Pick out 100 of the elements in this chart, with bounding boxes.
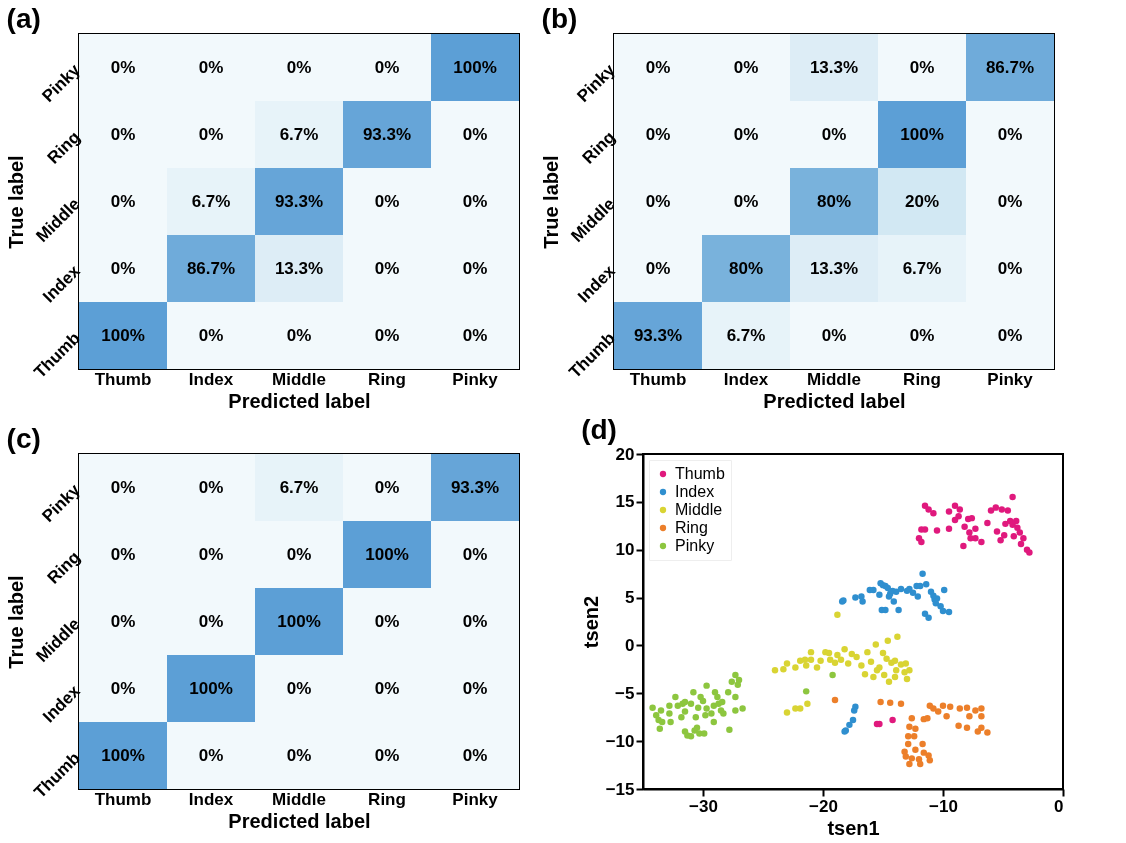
x-axis-title: Predicted label xyxy=(228,809,371,832)
x-tick-label: Index xyxy=(188,789,234,809)
y-tick-label: 0 xyxy=(625,635,635,655)
data-label: 20% xyxy=(904,191,940,211)
data-label: 100% xyxy=(189,678,233,698)
data-label: 0% xyxy=(997,258,1023,278)
data-label: 80% xyxy=(728,258,764,278)
chart-title: (c) xyxy=(6,423,41,454)
x-tick-label: Index xyxy=(188,369,234,389)
data-label: 0% xyxy=(110,477,136,497)
data-label: 0% xyxy=(374,258,400,278)
data-label: 0% xyxy=(374,678,400,698)
data-label: 0% xyxy=(733,124,759,144)
legend-label: Ring xyxy=(675,519,708,536)
data-label: 0% xyxy=(462,124,488,144)
data-label: 0% xyxy=(374,191,400,211)
legend-label: Thumb xyxy=(675,465,725,482)
y-tick-label: 5 xyxy=(625,588,635,608)
data-label: 100% xyxy=(101,745,145,765)
data-label: 0% xyxy=(462,325,488,345)
data-label: 0% xyxy=(374,325,400,345)
data-label: 6.7% xyxy=(902,258,942,278)
data-label: 0% xyxy=(821,124,847,144)
x-tick-label: 0 xyxy=(1054,796,1064,816)
x-tick-label: Middle xyxy=(272,369,326,389)
x-tick-label: −30 xyxy=(689,796,718,816)
y-tick-label: 20 xyxy=(615,444,635,464)
data-label: 0% xyxy=(198,124,224,144)
data-label: 86.7% xyxy=(985,57,1035,77)
data-label: 0% xyxy=(110,678,136,698)
data-label: 6.7% xyxy=(279,124,319,144)
data-label: 0% xyxy=(198,477,224,497)
data-label: 0% xyxy=(110,57,136,77)
y-tick-label: −10 xyxy=(605,731,635,751)
x-tick-label: Ring xyxy=(368,789,406,809)
x-tick-label: −20 xyxy=(809,796,838,816)
data-label: 0% xyxy=(909,57,935,77)
data-label: 0% xyxy=(645,124,671,144)
data-label: 100% xyxy=(900,124,944,144)
x-tick-label: Pinky xyxy=(452,369,499,389)
data-label: 0% xyxy=(110,258,136,278)
x-tick-label: Thumb xyxy=(94,369,152,389)
data-label: 13.3% xyxy=(809,57,859,77)
data-label: 0% xyxy=(733,57,759,77)
chart-title: (b) xyxy=(541,3,578,34)
data-label: 0% xyxy=(286,325,312,345)
data-label: 0% xyxy=(286,678,312,698)
x-tick-label: Thumb xyxy=(94,789,152,809)
data-label: 0% xyxy=(733,191,759,211)
data-label: 0% xyxy=(286,544,312,564)
data-label: 0% xyxy=(997,124,1023,144)
data-label: 0% xyxy=(374,611,400,631)
data-label: 6.7% xyxy=(279,477,319,497)
data-label: 80% xyxy=(816,191,852,211)
y-axis-title: True label xyxy=(5,155,28,249)
data-label: 13.3% xyxy=(274,258,324,278)
data-label: 100% xyxy=(277,611,321,631)
chart-title: (a) xyxy=(6,3,41,34)
x-tick-label: Index xyxy=(723,369,769,389)
data-label: 93.3% xyxy=(633,325,683,345)
y-tick-label: 10 xyxy=(615,540,635,560)
data-label: 0% xyxy=(374,745,400,765)
data-label: 100% xyxy=(365,544,409,564)
data-label: 0% xyxy=(374,57,400,77)
x-axis-title: Predicted label xyxy=(228,389,371,412)
data-label: 0% xyxy=(286,745,312,765)
data-label: 0% xyxy=(997,325,1023,345)
data-label: 86.7% xyxy=(186,258,236,278)
y-tick-label: −5 xyxy=(615,683,635,703)
data-label: 0% xyxy=(462,544,488,564)
data-label: 0% xyxy=(462,258,488,278)
data-label: 93.3% xyxy=(362,124,412,144)
y-tick-label: −15 xyxy=(605,779,635,799)
data-label: 0% xyxy=(645,57,671,77)
data-label: 0% xyxy=(286,57,312,77)
x-tick-label: Middle xyxy=(807,369,861,389)
legend-label: Pinky xyxy=(675,537,715,554)
data-label: 0% xyxy=(198,611,224,631)
data-label: 0% xyxy=(909,325,935,345)
data-label: 0% xyxy=(110,544,136,564)
data-label: 0% xyxy=(645,258,671,278)
data-label: 100% xyxy=(453,57,497,77)
data-label: 93.3% xyxy=(274,191,324,211)
data-label: 100% xyxy=(101,325,145,345)
data-label: 0% xyxy=(374,477,400,497)
x-tick-label: Pinky xyxy=(452,789,499,809)
x-tick-label: −10 xyxy=(929,796,958,816)
data-label: 0% xyxy=(462,191,488,211)
data-label: 0% xyxy=(198,57,224,77)
data-label: 0% xyxy=(462,678,488,698)
data-label: 13.3% xyxy=(809,258,859,278)
y-tick-label: 15 xyxy=(615,492,635,512)
y-axis-title: tsen2 xyxy=(579,595,602,649)
data-label: 6.7% xyxy=(726,325,766,345)
data-label: 0% xyxy=(198,544,224,564)
x-tick-label: Pinky xyxy=(987,369,1034,389)
data-label: 0% xyxy=(645,191,671,211)
x-tick-label: Ring xyxy=(368,369,406,389)
data-label: 0% xyxy=(997,191,1023,211)
x-axis-title: Predicted label xyxy=(763,389,906,412)
